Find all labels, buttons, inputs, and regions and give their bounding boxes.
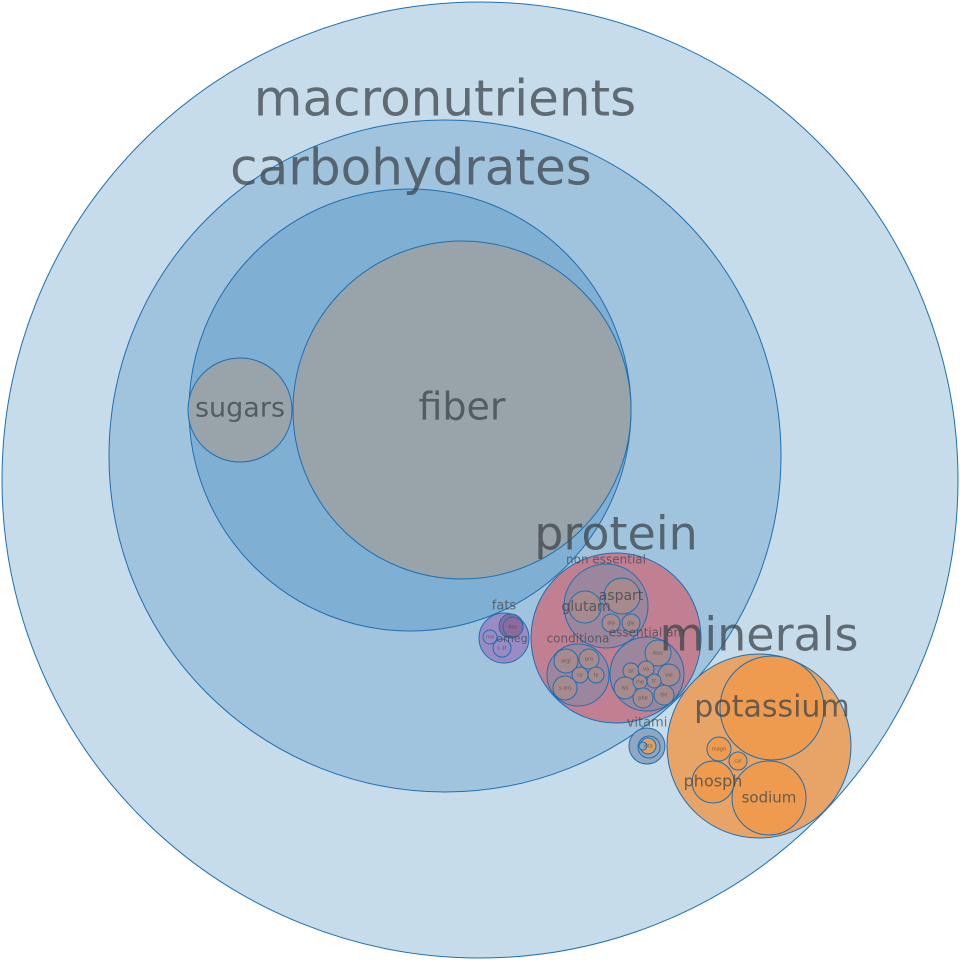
circle-phe — [632, 687, 654, 709]
label-linc: linc — [509, 625, 518, 631]
label-glutam: glutam — [561, 599, 610, 615]
label-va: va — [643, 667, 649, 673]
label-phe: phe — [638, 696, 647, 702]
circle-s-at — [492, 638, 512, 658]
label-non-essential: non essential — [566, 553, 646, 567]
circle-leuc — [644, 639, 672, 667]
label-fiber: fiber — [418, 385, 505, 429]
label-omeg: omeg — [496, 632, 527, 645]
label-vita: vita — [643, 744, 652, 750]
label-me: me — [636, 680, 644, 686]
label-vitami: vitami — [627, 716, 668, 731]
label-protein: protein — [534, 507, 698, 561]
label-tr: tr — [652, 679, 657, 685]
label-lys: lys — [622, 686, 629, 692]
label-thr: thr — [660, 693, 668, 699]
circle-potassium — [719, 655, 825, 761]
label-macronutrients: macronutrients — [254, 70, 636, 128]
circle-pro — [578, 648, 600, 670]
circle-ty — [587, 666, 605, 684]
label-essential-am: essential am — [609, 626, 685, 640]
circle-fiber — [292, 240, 632, 580]
label-phosph: phosph — [684, 772, 743, 791]
label-aspart: aspart — [599, 588, 644, 604]
circle-glutam — [568, 590, 602, 624]
label-fats: fats — [492, 599, 517, 614]
label-val: val — [665, 673, 672, 679]
circle-mo — [482, 629, 498, 645]
circle-vita-3 — [638, 741, 648, 751]
circle-s-am — [552, 675, 578, 701]
circle-linc — [502, 616, 524, 638]
label-pro: pro — [585, 657, 593, 663]
circle-va — [637, 660, 655, 678]
label-cy: cy — [577, 673, 583, 679]
label-carbohydrates: carbohydrates — [230, 139, 592, 197]
label-mo: mo — [486, 635, 494, 641]
circle-aspart — [603, 577, 641, 615]
label-minerals: minerals — [660, 608, 859, 662]
circle-cal — [728, 751, 748, 771]
circle-phosph — [691, 760, 735, 804]
circle-sugars — [187, 357, 293, 463]
label-potassium: potassium — [694, 690, 849, 725]
label-magn: magn — [712, 747, 726, 753]
label-cal: cal — [734, 759, 741, 765]
label-conditiona: conditiona — [547, 632, 610, 646]
label-s-am: s am — [559, 686, 571, 692]
circle-gly — [621, 613, 641, 633]
circle-argi — [553, 648, 579, 674]
circle-magn — [706, 736, 732, 762]
label-gly: gly — [627, 621, 635, 627]
label-ala: ala — [607, 621, 615, 627]
circle-ala — [601, 613, 621, 633]
circle-sodium — [731, 760, 807, 836]
label-ty: ty — [594, 673, 599, 679]
label-s-at: s at — [497, 646, 506, 652]
label-argi: argi — [561, 659, 571, 665]
label-isl: isl — [628, 669, 633, 675]
circle-tr — [646, 673, 662, 689]
label-leuc: leuc — [653, 651, 664, 657]
circle-thr — [653, 684, 675, 706]
label-sugars: sugars — [195, 393, 285, 424]
label-sodium: sodium — [742, 789, 797, 807]
